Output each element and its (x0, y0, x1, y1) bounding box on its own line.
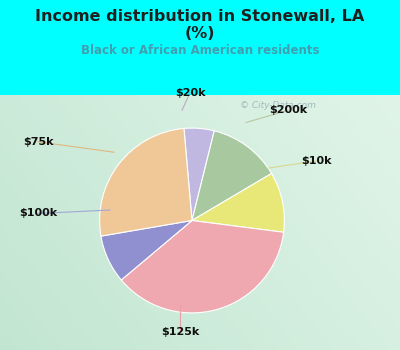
Text: $75k: $75k (23, 137, 53, 147)
Wedge shape (101, 220, 192, 280)
Wedge shape (121, 220, 284, 313)
Text: (%): (%) (185, 26, 215, 41)
Text: Black or African American residents: Black or African American residents (81, 44, 319, 57)
Text: $200k: $200k (269, 105, 307, 115)
Text: $20k: $20k (175, 88, 205, 98)
Wedge shape (192, 174, 284, 232)
Wedge shape (100, 128, 192, 236)
Text: Income distribution in Stonewall, LA: Income distribution in Stonewall, LA (35, 9, 365, 24)
Text: $10k: $10k (301, 156, 331, 166)
Text: © City-Data.com: © City-Data.com (240, 100, 316, 110)
Wedge shape (192, 131, 272, 220)
Text: $125k: $125k (161, 327, 199, 337)
Text: $100k: $100k (19, 209, 57, 218)
Wedge shape (184, 128, 214, 220)
